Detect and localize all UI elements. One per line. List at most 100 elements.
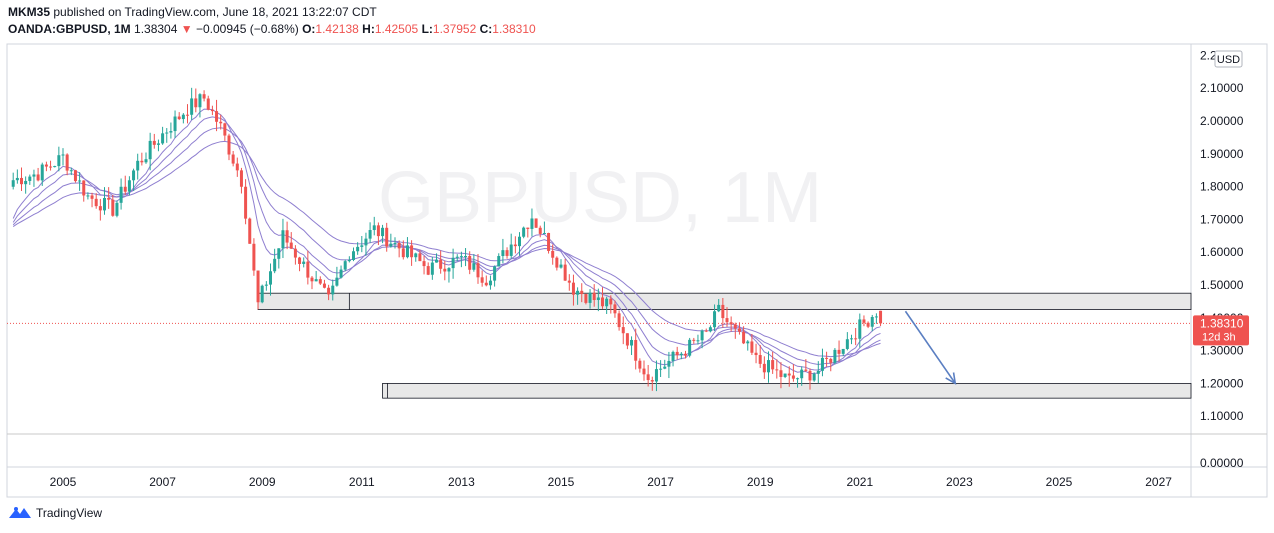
candle-body: [476, 263, 480, 278]
x-tick-label: 2009: [249, 475, 276, 489]
tradingview-logo-icon: [9, 507, 31, 518]
candle-body: [667, 360, 671, 367]
symbol-label[interactable]: OANDA:GBPUSD, 1M: [8, 22, 131, 36]
candle-body: [235, 163, 239, 171]
candle-body: [563, 264, 567, 281]
low-value: 1.37952: [432, 22, 477, 36]
candle-body: [746, 341, 750, 344]
candle-body: [534, 218, 538, 228]
candle-body: [115, 202, 119, 216]
candle-body: [518, 236, 521, 247]
candle-body: [53, 166, 57, 168]
candle-body: [173, 116, 177, 132]
candle-body: [468, 255, 472, 270]
candle-body: [36, 174, 40, 181]
y-tick-label: 1.50000: [1200, 278, 1244, 292]
candle-body: [343, 261, 347, 270]
candle-body: [547, 233, 551, 251]
support-zone[interactable]: [382, 382, 1192, 399]
candle-body: [73, 170, 77, 182]
candle-body: [816, 370, 820, 374]
candle-body: [107, 197, 111, 200]
candle-body: [791, 375, 795, 379]
candle-body: [401, 248, 405, 258]
candle-body: [742, 331, 746, 344]
candle-body: [580, 290, 584, 295]
candle-body: [372, 225, 376, 231]
candle-body: [285, 230, 289, 243]
candle-body: [385, 227, 389, 247]
currency-badge[interactable]: [1214, 50, 1243, 68]
candle-body: [293, 248, 297, 258]
y-tick-label: 1.30000: [1200, 344, 1244, 358]
candle-body: [140, 160, 144, 163]
x-tick-label: 2013: [448, 475, 475, 489]
resistance-zone[interactable]: [257, 292, 1192, 311]
price-change: −0.00945 (−0.68%): [195, 22, 299, 36]
projection-arrow[interactable]: [904, 310, 957, 385]
candle-body: [675, 351, 679, 356]
candle-body: [227, 135, 231, 155]
candle-body: [771, 360, 775, 370]
candle-body: [679, 353, 683, 356]
time-axis: 2005 2007 2009 2011 2013 2015 2017 2019 2021 2023…: [50, 475, 1173, 489]
candle-body: [567, 280, 571, 283]
candle-body: [542, 233, 546, 235]
candle-body: [202, 94, 206, 99]
candle-body: [497, 256, 501, 267]
candle-body: [430, 262, 434, 275]
candle-body: [713, 311, 717, 328]
tradingview-branding[interactable]: TradingView: [8, 506, 102, 520]
candle-body: [879, 310, 883, 324]
candle-body: [829, 358, 833, 363]
chart-frame: [6, 43, 1268, 498]
candle-body: [854, 338, 858, 340]
candle-body: [443, 268, 447, 272]
candle-body: [339, 269, 343, 278]
candle-body: [57, 155, 61, 167]
y-tick-label: 1.60000: [1200, 245, 1244, 259]
candle-body: [459, 256, 463, 258]
x-tick-label: 2025: [1046, 475, 1073, 489]
open-value: 1.42138: [315, 22, 359, 36]
candle-body: [136, 160, 140, 171]
ema-line: [12, 116, 881, 371]
candle-body: [393, 242, 397, 244]
high-value: 1.42505: [374, 22, 419, 36]
author-name[interactable]: MKM35: [8, 5, 51, 19]
y-tick-label: 1.80000: [1200, 180, 1244, 194]
candle-body: [231, 154, 235, 164]
candle-body: [688, 339, 692, 356]
candle-body: [364, 238, 368, 246]
candle-body: [625, 333, 629, 346]
ohlc-legend: OANDA:GBPUSD, 1M 1.38304 ▼ −0.00945 (−0.…: [8, 22, 536, 36]
candle-body: [144, 159, 148, 163]
candle-body: [368, 230, 372, 239]
candle-body: [654, 369, 658, 382]
currency-label: USD: [1217, 54, 1240, 66]
candle-body: [605, 298, 609, 307]
candle-body: [837, 349, 841, 354]
candle-body: [796, 378, 800, 380]
candle-body: [555, 257, 559, 268]
publish-info: published on TradingView.com, June 18, 2…: [53, 5, 377, 19]
candle-body: [484, 282, 488, 286]
candle-body: [721, 304, 725, 319]
candle-body: [119, 186, 123, 203]
candle-body: [318, 279, 322, 284]
candle-body: [767, 360, 770, 373]
candle-body: [298, 257, 302, 264]
candle-body: [127, 180, 131, 192]
x-tick-label: 2021: [846, 475, 873, 489]
candle-body: [194, 98, 198, 108]
candle-body: [252, 243, 256, 271]
x-tick-label: 2023: [946, 475, 973, 489]
candle-body: [634, 339, 638, 361]
candle-body: [376, 225, 380, 237]
candle-body: [190, 98, 194, 115]
y-tick-label: 1.10000: [1200, 409, 1244, 423]
candle-body: [181, 114, 185, 120]
arrow-head: [945, 372, 957, 385]
candle-body: [708, 327, 712, 332]
